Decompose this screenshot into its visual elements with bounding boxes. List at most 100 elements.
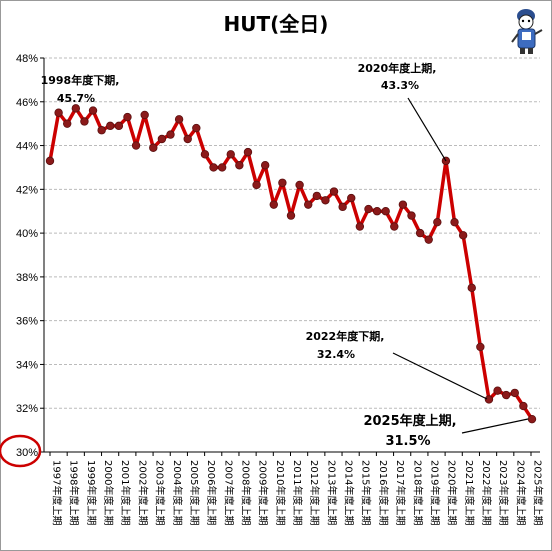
data-point xyxy=(398,200,408,209)
y-tick-label: 40% xyxy=(16,228,38,240)
x-tick-label: 2015年度上期 xyxy=(360,460,373,525)
data-point xyxy=(166,130,175,139)
x-tick-label: 2020年度上期 xyxy=(446,460,459,525)
data-point xyxy=(519,401,528,411)
mascot-illustration xyxy=(511,9,543,54)
data-point xyxy=(269,200,278,209)
data-point xyxy=(390,222,399,231)
series-hut xyxy=(45,104,537,424)
x-tick-label: 2005年度上期 xyxy=(188,460,201,525)
x-tick-label: 2004年度上期 xyxy=(171,460,184,525)
x-tick-label: 1999年度上期 xyxy=(85,460,98,525)
annotation-2025-value: 31.5% xyxy=(385,434,430,449)
y-tick-label: 48% xyxy=(16,53,38,65)
data-point xyxy=(372,207,382,216)
annotation-2020-label: 2020年度上期, xyxy=(358,61,437,75)
data-point xyxy=(433,217,442,227)
data-point xyxy=(200,150,210,159)
y-tick-label: 46% xyxy=(16,97,38,109)
x-tick-label: 2001年度上期 xyxy=(119,460,132,525)
data-point xyxy=(252,180,261,190)
data-point xyxy=(63,119,72,128)
x-tick-label: 2006年度上期 xyxy=(205,460,218,525)
y-tick-label: 30% xyxy=(16,447,38,459)
y-tick-label: 34% xyxy=(16,359,38,371)
data-point xyxy=(450,217,459,227)
annotation-2025-leader xyxy=(461,418,529,434)
x-tick-label: 2016年度上期 xyxy=(377,460,390,525)
chart-title: HUT(全日) xyxy=(224,12,329,36)
data-point xyxy=(424,235,433,244)
data-point xyxy=(312,191,322,201)
data-point xyxy=(510,388,519,398)
x-tick-label: 2023年度上期 xyxy=(497,460,510,525)
x-tick-label: 2010年度上期 xyxy=(274,460,287,525)
data-point xyxy=(260,161,270,170)
data-point xyxy=(140,110,149,120)
data-point xyxy=(501,390,511,400)
data-point xyxy=(106,121,115,131)
x-tick-label: 2025年度上期 xyxy=(532,460,545,525)
data-point xyxy=(209,163,218,172)
x-tick-label: 2003年度上期 xyxy=(154,460,167,525)
annotations: 1998年度下期, 45.7% 2020年度上期, 43.3% 2022年度下期… xyxy=(41,61,529,449)
data-point xyxy=(149,143,158,152)
annotation-2020-value: 43.3% xyxy=(381,79,419,92)
data-point xyxy=(304,200,313,209)
data-point xyxy=(80,117,89,126)
x-tick-label: 2019年度上期 xyxy=(428,460,441,525)
data-point xyxy=(97,126,106,135)
data-point xyxy=(45,156,55,166)
data-point xyxy=(286,211,296,220)
data-point xyxy=(467,283,476,293)
data-point xyxy=(123,112,132,122)
data-point xyxy=(88,106,98,115)
data-point xyxy=(217,163,227,172)
data-point xyxy=(493,386,502,395)
data-point xyxy=(458,231,468,240)
data-point xyxy=(278,178,287,187)
data-point xyxy=(174,115,184,124)
data-point xyxy=(295,180,304,190)
data-point xyxy=(381,207,390,216)
data-point xyxy=(157,134,167,144)
data-point xyxy=(329,187,339,196)
data-point xyxy=(183,134,192,144)
annotation-2022-label: 2022年度下期, xyxy=(306,329,385,343)
y-tick-label: 36% xyxy=(16,316,38,328)
data-point xyxy=(338,202,347,212)
data-point xyxy=(235,161,244,170)
annotation-2022-value: 32.4% xyxy=(317,348,355,361)
annotation-2022-leader xyxy=(392,352,488,400)
x-tick-label: 2011年度上期 xyxy=(291,460,304,525)
data-point xyxy=(407,211,416,220)
x-tick-label: 2012年度上期 xyxy=(308,460,321,525)
highlight-circle xyxy=(0,434,42,468)
data-point xyxy=(527,414,537,424)
annotation-1998-value: 45.7% xyxy=(57,92,95,105)
x-tick-label: 2008年度上期 xyxy=(239,460,252,525)
data-point xyxy=(355,222,365,231)
data-point xyxy=(243,147,253,157)
x-tick-label: 2022年度上期 xyxy=(480,460,493,525)
annotation-2020-leader xyxy=(407,97,447,162)
y-axis-ticks: 30% 32% 34% 36% 38% 40% 42% 44% 46% 48% xyxy=(16,53,44,459)
annotation-2025-label: 2025年度上期, xyxy=(363,413,456,429)
x-tick-label: 1998年度上期 xyxy=(68,460,81,525)
x-tick-label: 2000年度上期 xyxy=(102,460,115,525)
data-point xyxy=(415,228,425,238)
data-point xyxy=(484,395,494,404)
gridlines xyxy=(44,57,540,409)
data-point xyxy=(71,104,81,113)
data-point xyxy=(321,196,330,205)
y-tick-label: 38% xyxy=(16,272,38,284)
y-tick-label: 42% xyxy=(16,184,38,196)
data-point xyxy=(476,342,485,352)
data-point xyxy=(364,204,373,214)
data-point xyxy=(226,150,235,159)
plot-area xyxy=(40,58,543,452)
x-tick-label: 1997年度上期 xyxy=(51,460,64,525)
data-point xyxy=(131,141,141,150)
x-tick-label: 2009年度上期 xyxy=(257,460,270,525)
x-axis-ticks: 1997年度上期 1998年度上期 1999年度上期 2000年度上期 2001年度上期… xyxy=(49,452,545,525)
